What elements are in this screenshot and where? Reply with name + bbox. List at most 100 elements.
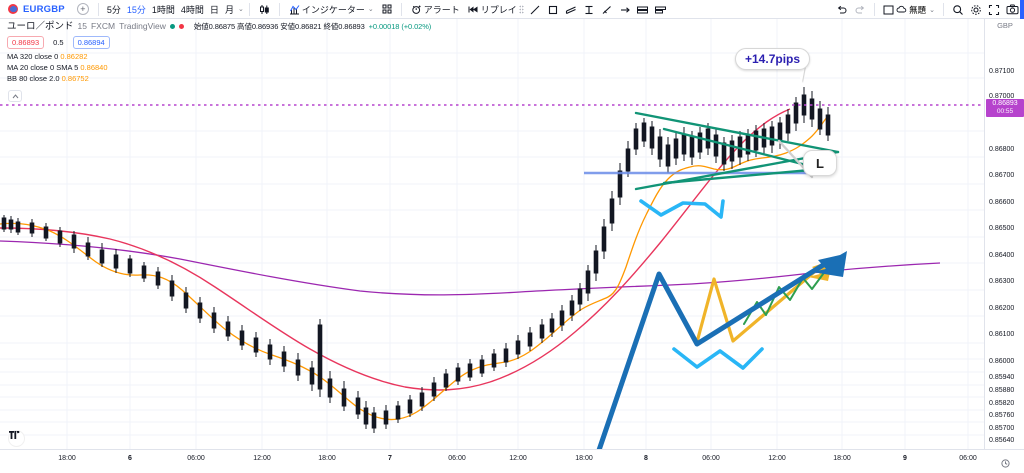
price-tick: 0.85760 bbox=[989, 412, 1015, 419]
toolbar-divider bbox=[248, 2, 250, 16]
legend-change: +0.00018 (+0.02%) bbox=[368, 22, 432, 31]
legend-hide-dot[interactable] bbox=[178, 24, 184, 29]
chart-canvas[interactable] bbox=[0, 19, 984, 449]
price-tick: 0.86800 bbox=[989, 146, 1015, 153]
plus-circle-icon: + bbox=[76, 3, 89, 15]
indicators-label: インジケーター bbox=[301, 4, 365, 15]
layout-label: 無題 bbox=[909, 4, 927, 15]
indicator-name: BB 80 close 2.0 bbox=[7, 74, 60, 83]
symbol-label: EURGBP bbox=[23, 3, 65, 15]
chart-style-button[interactable] bbox=[255, 2, 274, 17]
add-symbol-button[interactable]: + bbox=[73, 2, 93, 17]
yellow-zigzag bbox=[695, 260, 828, 344]
label-l[interactable]: L bbox=[803, 150, 837, 176]
timeframe-4h[interactable]: 4時間 bbox=[180, 4, 204, 15]
price-tick: 0.86300 bbox=[989, 278, 1015, 285]
chart-legend: ユーロ／ポンド 15 FXCM TradingView 始値0.86875 高値… bbox=[7, 21, 431, 32]
indicator-row[interactable]: MA 20 close 0 SMA 5 0.86840 bbox=[7, 63, 108, 72]
redo-icon[interactable] bbox=[851, 2, 869, 18]
search-icon[interactable] bbox=[949, 2, 967, 18]
indicators-button[interactable]: インジケーター ⌄ bbox=[285, 2, 378, 17]
text-icon[interactable] bbox=[580, 2, 597, 18]
toolbar-divider bbox=[400, 2, 402, 16]
replay-rewind-icon bbox=[468, 5, 479, 14]
long-position-icon[interactable] bbox=[634, 2, 651, 18]
current-price-countdown: 00:55 bbox=[996, 108, 1014, 115]
camera-icon[interactable] bbox=[1003, 2, 1021, 18]
indicator-value: 0.86840 bbox=[80, 63, 108, 72]
time-tick: 06:00 bbox=[702, 455, 720, 462]
market-status-dot bbox=[169, 24, 175, 29]
candlestick-icon bbox=[259, 4, 270, 15]
parallel-channel-icon[interactable] bbox=[562, 2, 579, 18]
layout-single-icon bbox=[883, 5, 894, 15]
undo-icon[interactable] bbox=[833, 2, 851, 18]
time-tick: 8 bbox=[644, 455, 648, 462]
brush-icon[interactable] bbox=[598, 2, 615, 18]
chevron-up-icon[interactable] bbox=[8, 90, 22, 102]
price-pill-red: 0.86893 bbox=[7, 36, 45, 49]
chevron-down-icon[interactable]: ⌄ bbox=[367, 6, 374, 13]
alarm-clock-icon bbox=[411, 4, 422, 15]
time-tick: 12:00 bbox=[509, 455, 527, 462]
timeframe-1mo[interactable]: 月 bbox=[224, 4, 234, 15]
current-price-badge: 0.86893 00:55 bbox=[986, 99, 1024, 117]
time-tick: 7 bbox=[388, 455, 392, 462]
toolbar-divider bbox=[943, 3, 944, 16]
cloud-save-icon bbox=[896, 5, 907, 14]
currency-label: GBP bbox=[997, 21, 1013, 30]
timeframe-1d[interactable]: 日 bbox=[209, 4, 219, 15]
indicator-row[interactable]: BB 80 close 2.0 0.86752 bbox=[7, 74, 108, 83]
legend-title-row: ユーロ／ポンド 15 FXCM TradingView 始値0.86875 高値… bbox=[7, 21, 431, 32]
drag-handle-icon[interactable] bbox=[518, 3, 525, 16]
rectangle-icon[interactable] bbox=[544, 2, 561, 18]
time-tick: 9 bbox=[903, 455, 907, 462]
timeframe-15m[interactable]: 15分 bbox=[126, 4, 146, 15]
eurgbp-flag-icon bbox=[8, 4, 18, 14]
fullscreen-icon[interactable] bbox=[985, 2, 1003, 18]
price-tick: 0.85820 bbox=[989, 400, 1015, 407]
price-axis[interactable]: GBP 0.87100 0.87000 0.86800 0.86700 0.86… bbox=[984, 19, 1024, 457]
timeframe-5m[interactable]: 5分 bbox=[106, 4, 121, 15]
symbol-button[interactable]: EURGBP bbox=[4, 2, 69, 17]
indicator-name: MA 20 close 0 SMA 5 bbox=[7, 63, 79, 72]
indicator-value: 0.86282 bbox=[60, 52, 88, 61]
layout-button[interactable]: 無題 ⌄ bbox=[880, 2, 938, 17]
legend-interval: 15 bbox=[77, 21, 87, 31]
chevron-down-icon[interactable]: ⌄ bbox=[929, 6, 935, 14]
top-toolbar: EURGBP + 5分 15分 1時間 4時間 日 月 ⌄ bbox=[0, 0, 1024, 19]
clock-icon[interactable] bbox=[1001, 455, 1010, 473]
legend-source: TradingView bbox=[119, 21, 166, 31]
price-tick: 0.86100 bbox=[989, 331, 1015, 338]
price-tick: 0.86400 bbox=[989, 252, 1015, 259]
ma-red-line bbox=[0, 108, 791, 391]
chevron-down-icon[interactable]: ⌄ bbox=[237, 6, 244, 13]
price-tick: 0.85700 bbox=[989, 425, 1015, 432]
price-tick: 0.87100 bbox=[989, 68, 1015, 75]
grid-lines bbox=[0, 19, 984, 449]
cyan-zigzag-upper bbox=[639, 199, 725, 219]
replay-button[interactable]: リプレイ bbox=[464, 2, 521, 17]
time-axis[interactable]: 18:00 6 06:00 12:00 18:00 7 06:00 12:00 … bbox=[0, 449, 1024, 468]
legend-symbol[interactable]: ユーロ／ポンド bbox=[7, 21, 74, 32]
indicator-row[interactable]: MA 320 close 0 0.86282 bbox=[7, 52, 108, 61]
time-tick: 18:00 bbox=[318, 455, 336, 462]
price-tick: 0.85940 bbox=[989, 374, 1015, 381]
legend-exchange: FXCM bbox=[90, 21, 116, 31]
time-tick: 18:00 bbox=[575, 455, 593, 462]
replay-label: リプレイ bbox=[480, 4, 517, 15]
active-panel-indicator bbox=[1020, 0, 1024, 19]
timeframe-group: 5分 15分 1時間 4時間 日 月 ⌄ bbox=[104, 0, 244, 19]
trend-line-icon[interactable] bbox=[526, 2, 543, 18]
current-price-value: 0.86893 bbox=[992, 100, 1018, 107]
timeframe-1h[interactable]: 1時間 bbox=[151, 4, 175, 15]
templates-button[interactable] bbox=[378, 2, 396, 17]
arrow-icon[interactable] bbox=[616, 2, 633, 18]
pips-callout[interactable]: +14.7pips bbox=[735, 48, 811, 70]
cyan-zigzag-lower bbox=[672, 347, 764, 370]
short-position-icon[interactable] bbox=[652, 2, 669, 18]
legend-ohlc: 始値0.86875 高値0.86936 安値0.86821 終値0.86893 bbox=[193, 22, 365, 31]
gear-icon[interactable] bbox=[967, 2, 985, 18]
alert-button[interactable]: アラート bbox=[407, 2, 464, 17]
